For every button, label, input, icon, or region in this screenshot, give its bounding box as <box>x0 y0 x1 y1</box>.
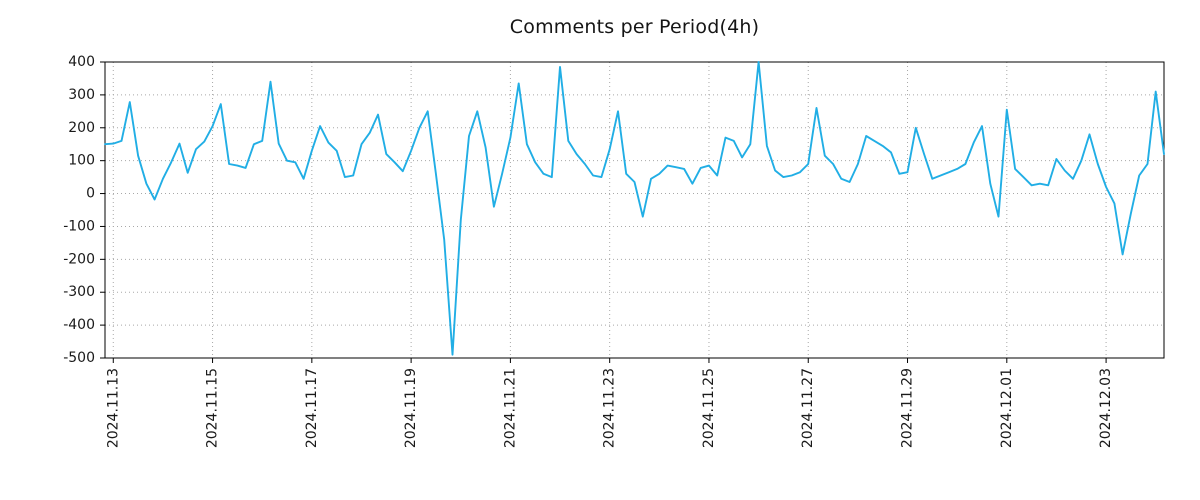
x-tick-label: 2024.11.21 <box>502 368 518 448</box>
x-tick-label: 2024.12.01 <box>999 368 1015 448</box>
x-tick-label: 2024.11.17 <box>304 368 320 448</box>
x-tick-label: 2024.11.15 <box>205 368 221 448</box>
x-tick-label: 2024.11.13 <box>105 368 121 448</box>
y-tick-label: 0 <box>86 186 95 202</box>
y-tick-label: 100 <box>68 153 95 169</box>
series-line <box>104 61 1165 356</box>
x-axis-ticks: 2024.11.13 2024.11.15 2024.11.17 2024.11.19… <box>105 358 1114 448</box>
plot-border <box>104 61 1165 359</box>
y-tick-label: -100 <box>63 218 95 234</box>
y-tick-label: -400 <box>63 317 95 333</box>
x-tick-label: 2024.11.29 <box>900 368 916 448</box>
y-tick-label: 400 <box>68 54 95 70</box>
x-tick-label: 2024.11.27 <box>800 368 816 448</box>
y-tick-label: -500 <box>63 350 95 366</box>
y-axis-ticks: 400 300 200 100 0 -100 -200 -300 -400 -500 <box>63 54 105 366</box>
y-tick-label: 300 <box>68 87 95 103</box>
x-tick-label: 2024.11.25 <box>701 368 717 448</box>
x-tick-label: 2024.12.03 <box>1098 368 1114 448</box>
chart-title: Comments per Period(4h) <box>509 16 760 38</box>
y-tick-label: -300 <box>63 284 95 300</box>
x-tick-label: 2024.11.19 <box>403 368 419 448</box>
gridlines <box>105 61 1164 359</box>
y-tick-label: 200 <box>68 120 95 136</box>
x-tick-label: 2024.11.23 <box>602 368 618 448</box>
y-tick-label: -200 <box>63 251 95 267</box>
